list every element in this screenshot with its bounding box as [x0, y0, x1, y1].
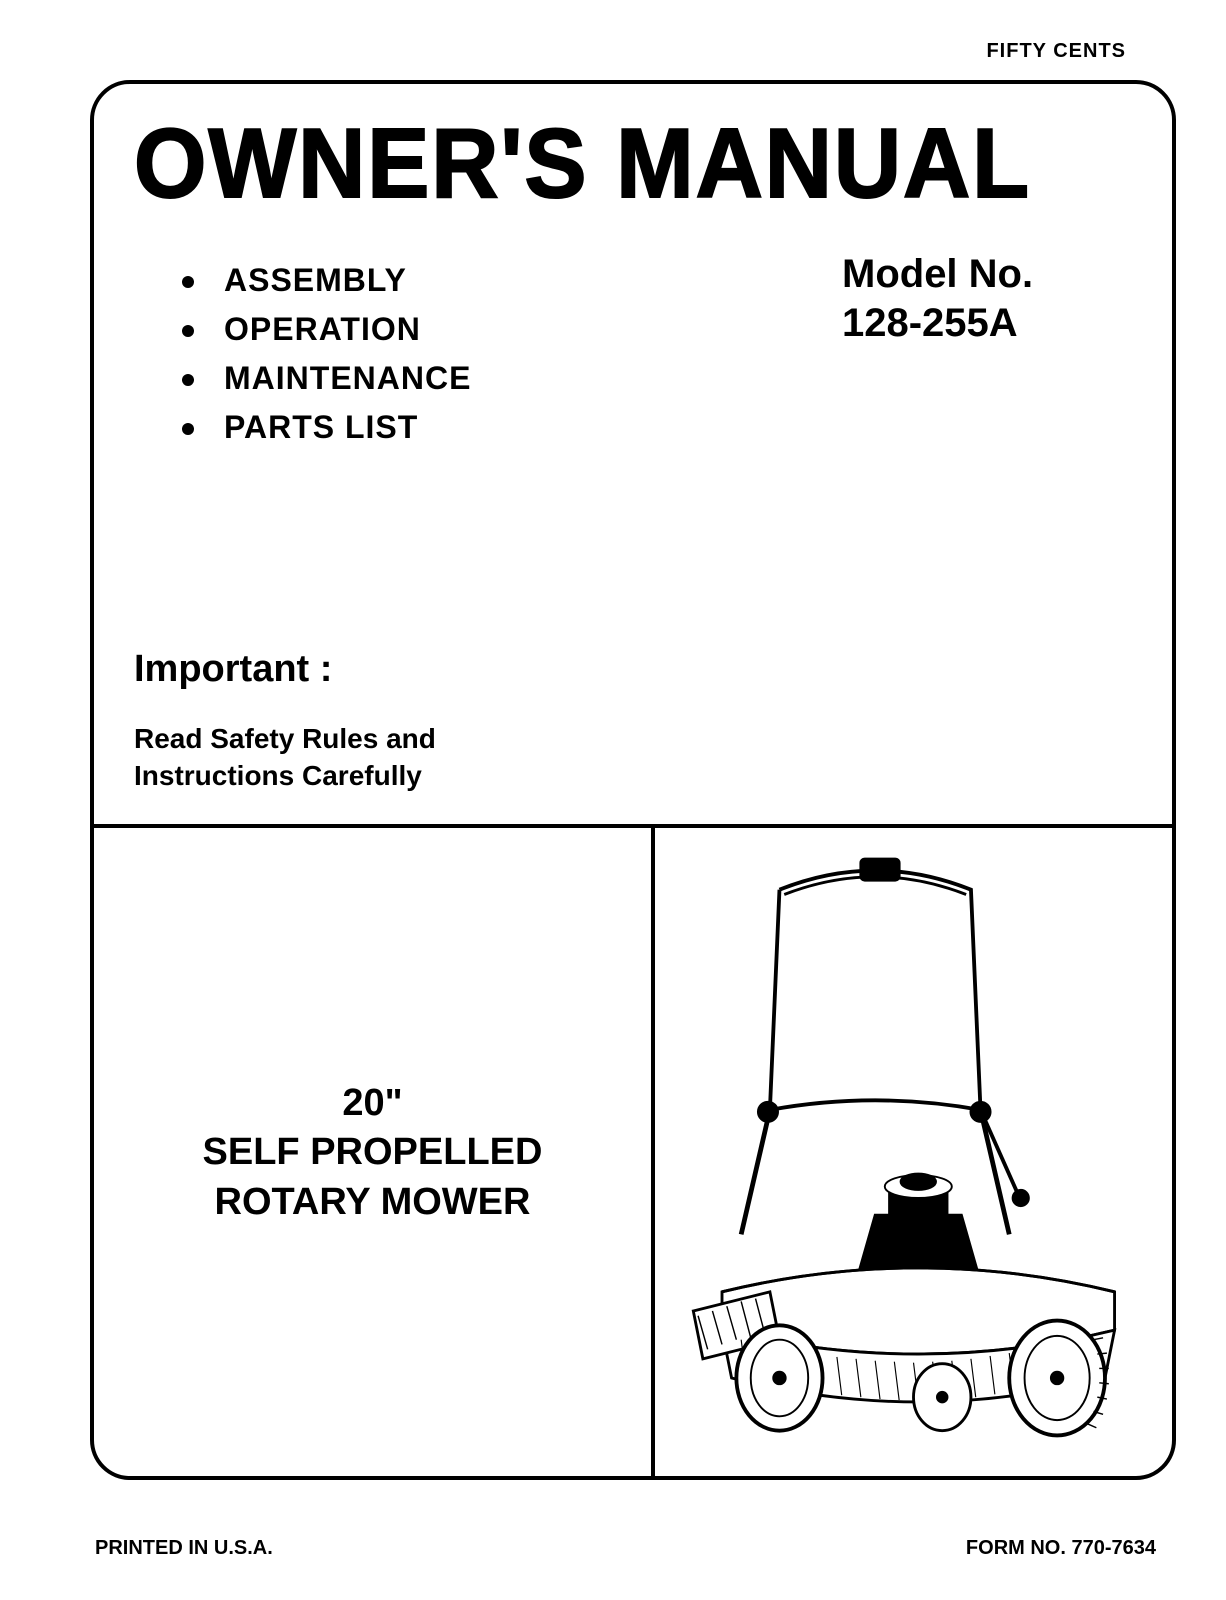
list-item: ASSEMBLY — [174, 262, 842, 299]
manual-cover-page: FIFTY CENTS OWNER'S MANUAL ASSEMBLY OPER… — [0, 0, 1226, 1600]
mower-illustration-icon — [655, 828, 1172, 1478]
document-title: OWNER'S MANUAL — [134, 114, 1092, 212]
form-number: FORM NO. 770-7634 — [966, 1537, 1156, 1560]
list-item: PARTS LIST — [174, 409, 842, 446]
price-label: FIFTY CENTS — [986, 40, 1126, 63]
list-item: MAINTENANCE — [174, 360, 842, 397]
important-heading: Important : — [134, 648, 436, 691]
illustration-panel — [655, 828, 1172, 1478]
product-size: 20" — [342, 1082, 402, 1124]
important-text-line: Read Safety Rules and — [134, 721, 436, 757]
top-section: OWNER'S MANUAL ASSEMBLY OPERATION MAINTE… — [94, 84, 1172, 824]
product-line: ROTARY MOWER — [215, 1181, 531, 1223]
important-block: Important : Read Safety Rules and Instru… — [134, 648, 436, 794]
content-frame: OWNER'S MANUAL ASSEMBLY OPERATION MAINTE… — [90, 80, 1176, 1480]
contents-list: ASSEMBLY OPERATION MAINTENANCE PARTS LIS… — [174, 262, 842, 446]
contents-column: ASSEMBLY OPERATION MAINTENANCE PARTS LIS… — [134, 242, 842, 458]
product-name: 20" SELF PROPELLED ROTARY MOWER — [203, 1079, 543, 1227]
printed-label: PRINTED IN U.S.A. — [95, 1537, 273, 1560]
list-item: OPERATION — [174, 311, 842, 348]
product-line: SELF PROPELLED — [203, 1131, 543, 1173]
important-text-line: Instructions Carefully — [134, 758, 436, 794]
model-label: Model No. — [842, 252, 1142, 297]
info-columns: ASSEMBLY OPERATION MAINTENANCE PARTS LIS… — [134, 242, 1142, 458]
bottom-section: 20" SELF PROPELLED ROTARY MOWER — [94, 824, 1172, 1478]
model-column: Model No. 128-255A — [842, 242, 1142, 458]
product-name-panel: 20" SELF PROPELLED ROTARY MOWER — [94, 828, 655, 1478]
model-number: 128-255A — [842, 301, 1142, 346]
